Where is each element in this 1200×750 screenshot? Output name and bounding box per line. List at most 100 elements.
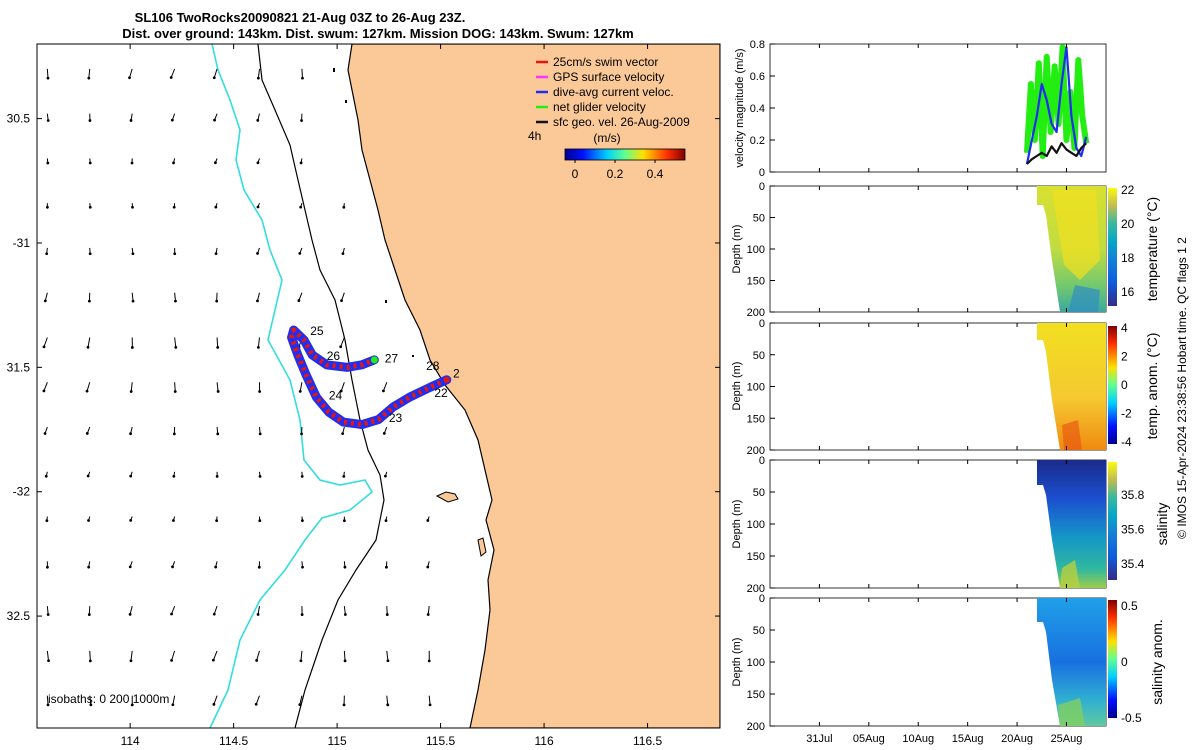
geo-vector-head [256, 345, 260, 349]
geo-vector-head [173, 390, 177, 393]
geo-vector-head [341, 252, 345, 255]
depth-tick-label: 150 [747, 276, 765, 288]
geo-vector-head [88, 161, 92, 165]
land-mass [347, 44, 720, 728]
geo-vector-head [130, 161, 134, 165]
geo-vector-head [384, 519, 388, 523]
time-axis-ticks: 31Jul 05Aug 10Aug 15Aug 20Aug 25Aug [806, 44, 1082, 745]
geo-vector-head [214, 161, 217, 165]
temperature-cblabel: temperature (°C) [1144, 197, 1160, 301]
geo-vector [43, 337, 48, 348]
geo-vector [341, 292, 345, 301]
salinity-anom-cblabel: salinity anom. [1149, 619, 1165, 705]
geo-vector-head [131, 299, 135, 303]
salinity-ylabel: Depth (m) [731, 500, 743, 549]
geo-vector [171, 650, 176, 661]
geo-vector-head [300, 474, 304, 478]
geo-vector [46, 650, 50, 661]
map-x-tick-label: 115 [328, 734, 347, 748]
map-frame [36, 43, 721, 729]
depth-tick-label: 50 [753, 625, 765, 637]
depth-tick-label: 50 [753, 350, 765, 362]
geo-vector [46, 68, 49, 79]
geo-vector-head [298, 389, 302, 393]
temp-anom-cblabel: temp. anom. (°C) [1144, 333, 1160, 440]
temperature-panel: 0 50 100 150 200 22 20 18 16 Depth (m) temperatu… [731, 181, 1160, 319]
track-start-marker [443, 376, 450, 383]
geo-vector-head [88, 659, 92, 663]
map-axis-ticks: 114 114.5 115 115.5 116 116.5 30.5 -31 31.5 -32 32… [7, 44, 720, 748]
geo-vector-head [131, 205, 134, 209]
isobath-200 [257, 44, 385, 728]
geo-vector-head [256, 76, 260, 80]
legend-label: net glider velocity [553, 100, 646, 114]
geo-vector [343, 650, 346, 661]
geo-vector-head [385, 565, 388, 569]
geo-vector-head [42, 345, 46, 349]
geo-vector-head [382, 389, 385, 393]
colorbar-tick-label: 0.5 [1121, 599, 1138, 613]
geo-vector [130, 650, 133, 661]
depth-tick-label: 100 [747, 382, 765, 394]
geo-vector-head [46, 613, 50, 616]
geo-vector-head [339, 389, 343, 393]
depth-tick-label: 150 [747, 413, 765, 425]
geo-vector-head [88, 252, 92, 256]
geo-vector [130, 382, 133, 392]
salinity-anom-ylabel: Depth (m) [731, 638, 743, 687]
geo-vector [299, 382, 303, 392]
map-x-tick-label: 114.5 [219, 734, 248, 748]
geo-vector-head [46, 161, 50, 165]
geo-vector-head [255, 659, 259, 662]
geo-vector-head [215, 519, 219, 523]
geo-vector [256, 650, 260, 661]
geo-vector-head [45, 565, 49, 569]
geo-vector [174, 337, 177, 348]
depth-tick-label: 100 [747, 657, 765, 669]
geo-vector [340, 337, 345, 347]
geo-vector-head [85, 389, 89, 393]
geo-vector [174, 292, 176, 302]
geo-vector-head [343, 659, 347, 663]
geo-vector-head [86, 474, 90, 478]
temp-anom-ylabel: Depth (m) [731, 362, 743, 411]
isobath-1000 [209, 44, 374, 728]
geo-vector-head [342, 474, 346, 478]
geo-vector-head [256, 299, 259, 303]
geo-vector [88, 68, 91, 79]
geo-vector-head [128, 612, 132, 616]
velocity-series-line [1026, 142, 1088, 165]
geo-vector-head [46, 703, 50, 707]
geo-vector-head [215, 299, 219, 303]
geo-vector [172, 695, 176, 705]
temp-anom-hot-spot [1062, 420, 1082, 450]
colorbar-tick-label: 20 [1121, 217, 1135, 231]
geo-vector-head [385, 613, 389, 616]
temp-anom-field [1037, 323, 1106, 450]
geo-vector-head [299, 659, 303, 663]
day-label: 28 [426, 359, 440, 373]
geo-vector-head [172, 432, 176, 436]
salinity-ticks: 0 50 100 150 200 35.8 35.6 35.4 [747, 455, 1145, 595]
map-y-tick-label: 31.5 [7, 360, 31, 374]
velocity-y-tick-label: 0.2 [750, 135, 765, 147]
colorbar-tick-label: 0 [1121, 655, 1128, 669]
geo-vector-head [342, 519, 346, 523]
geo-vector [213, 695, 218, 705]
depth-tick-label: 200 [747, 721, 765, 733]
geo-vector-head [214, 252, 218, 256]
island-garden [477, 537, 487, 557]
geo-vector-head [386, 703, 390, 707]
temperature-warm-core [1052, 190, 1100, 280]
speed-cb-tick-label: 0.4 [647, 167, 664, 181]
geo-vector [386, 650, 389, 661]
glider-track [287, 325, 452, 430]
geo-vector-head [212, 702, 216, 706]
map-x-tick-label: 116 [535, 734, 554, 748]
velocity-series-line [1025, 46, 1088, 165]
geo-vector-head [382, 432, 386, 435]
geo-vector-head [43, 432, 47, 435]
geo-vector-head [212, 76, 216, 80]
geo-vector-head [128, 565, 132, 569]
